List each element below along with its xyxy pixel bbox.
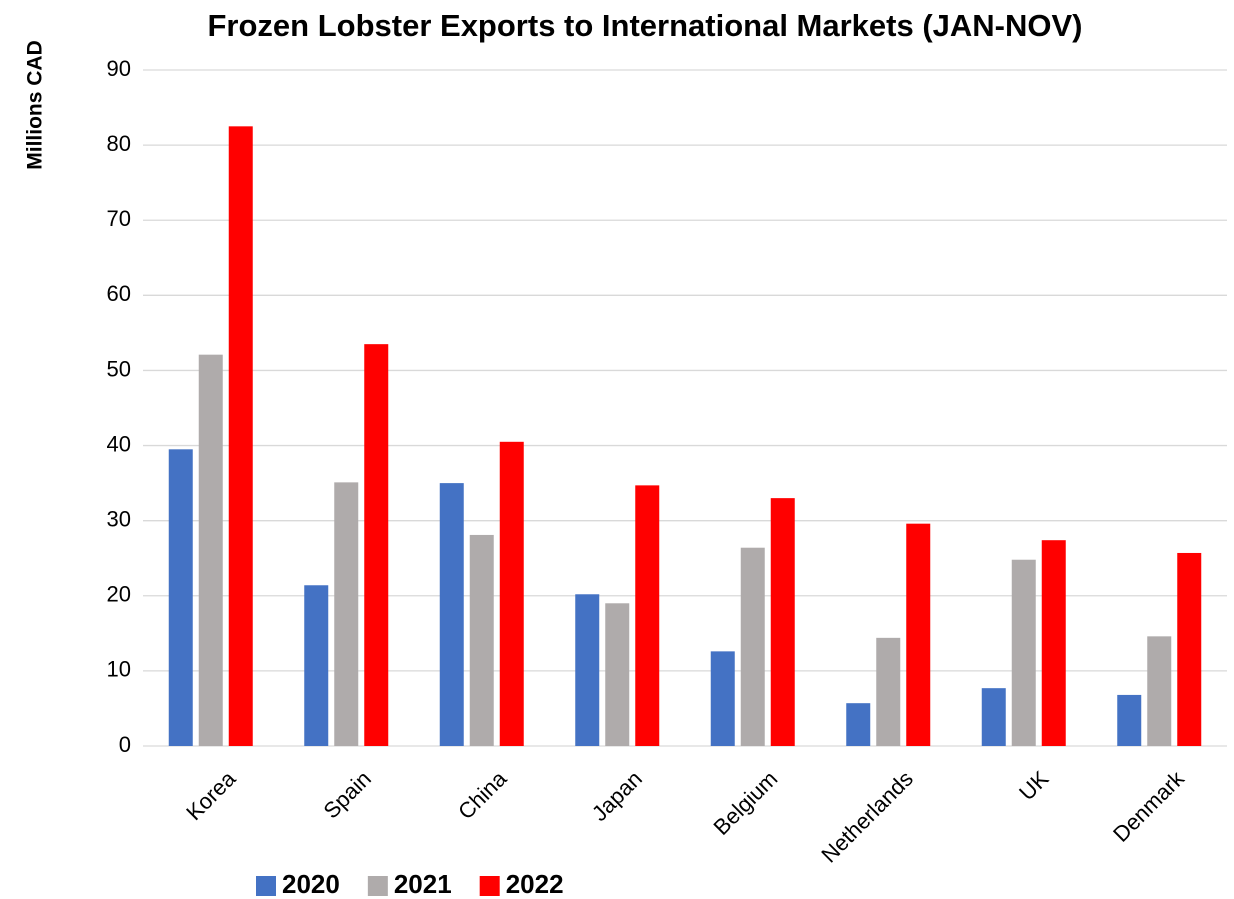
bar	[198, 354, 223, 746]
bar	[710, 651, 735, 746]
legend-swatch	[367, 876, 388, 896]
bar	[469, 534, 494, 746]
y-tick-label: 40	[107, 431, 131, 456]
legend-swatch	[256, 876, 276, 896]
y-tick-label: 50	[107, 356, 131, 381]
bar	[605, 603, 630, 746]
bar	[981, 688, 1006, 746]
x-tick-label: Korea	[181, 765, 241, 825]
x-tick-label: Denmark	[1108, 765, 1189, 846]
y-tick-label: 60	[107, 281, 131, 306]
x-tick-label: Netherlands	[816, 766, 918, 868]
y-tick-label: 10	[107, 657, 131, 682]
bar	[906, 523, 931, 746]
bar	[876, 637, 901, 746]
y-tick-label: 30	[107, 506, 131, 531]
bar	[740, 547, 765, 746]
y-tick-label: 90	[107, 56, 131, 81]
bar	[1011, 559, 1036, 746]
bar	[1177, 552, 1202, 746]
x-tick-label: Japan	[587, 766, 647, 826]
x-tick-label: Spain	[318, 766, 375, 823]
bar	[364, 344, 389, 746]
y-tick-label: 80	[107, 131, 131, 156]
legend-label: 2021	[394, 869, 452, 899]
chart-title: Frozen Lobster Exports to International …	[208, 8, 1083, 43]
bar	[1117, 694, 1142, 746]
bar	[499, 441, 524, 746]
bar	[770, 498, 795, 746]
bar	[846, 703, 871, 746]
bar	[228, 126, 253, 747]
x-tick-label: UK	[1014, 766, 1054, 806]
y-tick-label: 20	[107, 582, 131, 607]
bar	[1147, 636, 1172, 746]
bar	[168, 449, 193, 746]
legend-swatch	[479, 876, 500, 896]
bar	[439, 483, 464, 746]
bar	[1041, 540, 1066, 746]
legend-label: 2022	[506, 869, 564, 899]
x-tick-label: Belgium	[709, 766, 783, 840]
y-axis-title: Millions CAD	[24, 40, 47, 170]
bar	[334, 482, 359, 746]
y-tick-label: 0	[119, 732, 131, 757]
bar	[635, 485, 660, 746]
y-tick-label: 70	[107, 206, 131, 231]
bar	[304, 585, 329, 746]
bar	[575, 594, 600, 746]
x-tick-label: China	[453, 765, 512, 824]
legend-label: 2020	[282, 869, 340, 899]
